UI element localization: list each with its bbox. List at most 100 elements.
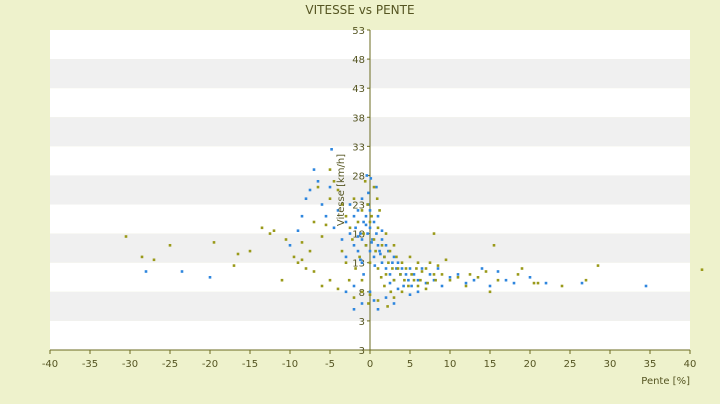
scatter-point-series-2 bbox=[392, 278, 396, 282]
x-tick-label: 25 bbox=[564, 359, 577, 370]
scatter-point-series-1 bbox=[412, 273, 416, 276]
scatter-point-series-1 bbox=[368, 249, 372, 253]
scatter-point-series-2 bbox=[392, 244, 396, 247]
scatter-point-series-2 bbox=[348, 226, 352, 230]
scatter-point-series-1 bbox=[366, 232, 369, 235]
scatter-point-series-1 bbox=[373, 264, 377, 267]
scatter-point-series-1 bbox=[420, 267, 424, 270]
scatter-point-series-1 bbox=[428, 273, 432, 276]
scatter-point-series-2 bbox=[352, 197, 356, 200]
scatter-point-series-1 bbox=[304, 197, 308, 200]
scatter-point-series-1 bbox=[368, 226, 372, 230]
scatter-point-series-1 bbox=[316, 180, 320, 183]
scatter-point-series-2 bbox=[360, 290, 364, 294]
y-tick-label: 48 bbox=[352, 55, 365, 66]
x-tick-label: 0 bbox=[367, 359, 373, 370]
scatter-point-series-1 bbox=[472, 278, 476, 282]
scatter-point-series-2 bbox=[358, 255, 361, 259]
scatter-point-series-1 bbox=[300, 214, 304, 218]
scatter-point-series-2 bbox=[360, 278, 364, 282]
scatter-point-series-1 bbox=[368, 209, 372, 212]
scatter-point-series-2 bbox=[488, 290, 492, 294]
x-tick-label: -40 bbox=[42, 359, 58, 370]
scatter-point-series-1 bbox=[464, 281, 468, 285]
scatter-point-series-1 bbox=[344, 255, 348, 259]
scatter-point-series-2 bbox=[124, 235, 128, 238]
scatter-point-series-2 bbox=[400, 290, 404, 294]
scatter-point-series-2 bbox=[560, 284, 564, 288]
scatter-point-series-2 bbox=[272, 229, 276, 232]
scatter-point-series-2 bbox=[415, 267, 418, 270]
scatter-point-series-1 bbox=[352, 244, 356, 247]
scatter-point-series-2 bbox=[347, 278, 351, 282]
scatter-point-series-1 bbox=[416, 290, 420, 294]
x-tick-label: -30 bbox=[122, 359, 138, 370]
scatter-point-series-2 bbox=[336, 188, 340, 192]
scatter-point-series-1 bbox=[388, 273, 392, 276]
scatter-point-series-2 bbox=[407, 284, 410, 288]
scatter-point-series-1 bbox=[512, 281, 516, 285]
scatter-point-series-2 bbox=[328, 278, 332, 282]
scatter-point-series-1 bbox=[180, 270, 184, 273]
scatter-point-series-2 bbox=[366, 203, 369, 206]
scatter-point-series-1 bbox=[436, 267, 440, 270]
scatter-point-series-2 bbox=[403, 278, 406, 282]
scatter-point-series-2 bbox=[312, 270, 316, 273]
scatter-point-series-2 bbox=[360, 209, 364, 212]
scatter-point-series-1 bbox=[364, 223, 368, 227]
scatter-point-series-2 bbox=[300, 241, 304, 244]
data-points bbox=[124, 148, 704, 311]
scatter-point-series-2 bbox=[260, 226, 264, 230]
scatter-point-series-2 bbox=[332, 180, 336, 183]
scatter-point-series-2 bbox=[324, 223, 328, 227]
scatter-point-series-1 bbox=[308, 188, 312, 192]
scatter-point-series-1 bbox=[356, 235, 360, 238]
scatter-point-series-2 bbox=[328, 197, 332, 200]
scatter-point-series-1 bbox=[352, 214, 356, 218]
scatter-point-series-2 bbox=[380, 244, 384, 247]
scatter-point-series-2 bbox=[391, 267, 394, 270]
y-tick-label: 13 bbox=[352, 259, 365, 270]
scatter-point-series-1 bbox=[416, 278, 420, 282]
scatter-point-series-1 bbox=[496, 270, 500, 273]
scatter-point-series-1 bbox=[368, 290, 372, 294]
scatter-point-series-1 bbox=[396, 261, 400, 264]
scatter-point-series-2 bbox=[312, 220, 316, 224]
scatter-point-series-2 bbox=[404, 267, 408, 270]
scatter-point-series-2 bbox=[700, 268, 704, 271]
scatter-point-series-2 bbox=[396, 267, 400, 270]
scatter-point-series-1 bbox=[344, 290, 348, 294]
scatter-point-series-1 bbox=[644, 284, 648, 288]
scatter-point-series-1 bbox=[144, 270, 148, 273]
scatter-point-series-2 bbox=[292, 255, 296, 259]
scatter-point-series-2 bbox=[448, 278, 452, 282]
scatter-point-series-1 bbox=[336, 209, 340, 212]
scatter-point-series-2 bbox=[484, 270, 488, 273]
scatter-point-series-2 bbox=[372, 238, 376, 241]
scatter-point-series-1 bbox=[384, 244, 388, 247]
scatter-point-series-2 bbox=[316, 185, 320, 189]
scatter-point-series-1 bbox=[370, 241, 373, 244]
scatter-point-series-1 bbox=[348, 203, 352, 206]
scatter-point-series-2 bbox=[412, 278, 416, 282]
x-tick-label: 5 bbox=[407, 359, 413, 370]
scatter-point-series-2 bbox=[496, 278, 500, 282]
x-tick-label: 40 bbox=[684, 359, 697, 370]
scatter-point-series-2 bbox=[476, 276, 480, 279]
scatter-point-series-2 bbox=[584, 278, 588, 282]
y-tick-label: 38 bbox=[352, 113, 365, 124]
scatter-point-series-2 bbox=[492, 244, 496, 247]
scatter-point-series-2 bbox=[351, 238, 354, 241]
scatter-point-series-1 bbox=[372, 255, 376, 259]
scatter-point-series-1 bbox=[356, 209, 360, 212]
scatter-point-series-2 bbox=[392, 296, 396, 299]
scatter-point-series-2 bbox=[140, 255, 144, 259]
scatter-point-series-1 bbox=[375, 185, 378, 189]
scatter-point-series-1 bbox=[360, 261, 364, 264]
scatter-point-series-2 bbox=[378, 209, 381, 212]
scatter-point-series-2 bbox=[284, 238, 288, 241]
scatter-point-series-2 bbox=[536, 281, 540, 285]
scatter-point-series-2 bbox=[363, 180, 367, 183]
scatter-point-series-2 bbox=[516, 273, 520, 276]
